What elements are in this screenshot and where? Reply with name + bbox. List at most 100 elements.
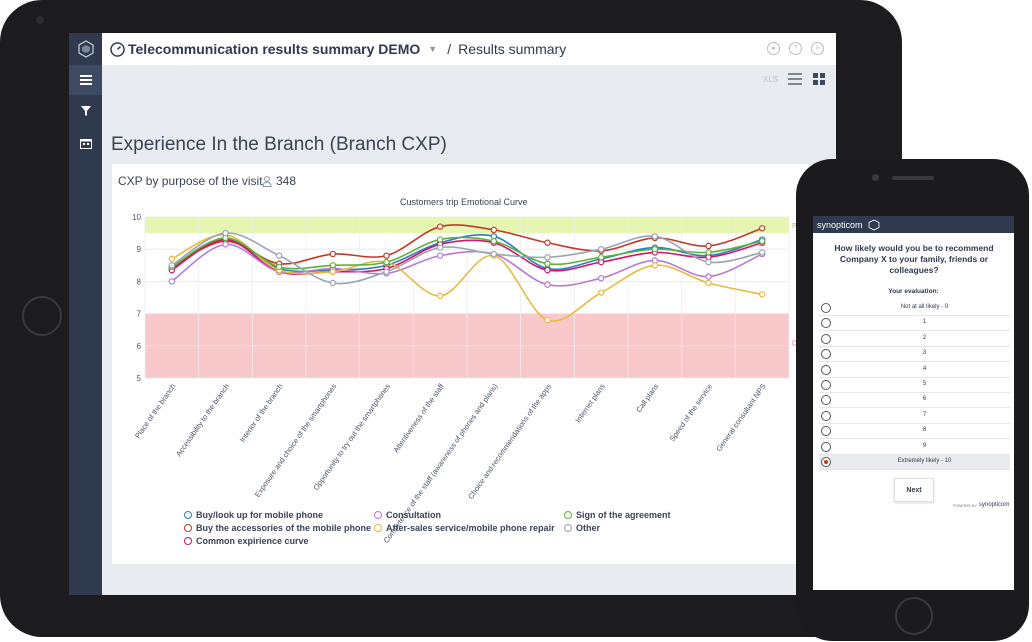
radio-button[interactable] xyxy=(821,333,831,344)
data-point xyxy=(544,316,551,324)
data-point xyxy=(168,255,176,263)
data-point xyxy=(758,249,766,256)
chart-title: Customers trip Emotional Curve xyxy=(400,197,528,207)
data-point xyxy=(168,262,176,269)
legend-label: After-sales service/mobile phone repair xyxy=(386,523,555,533)
data-point xyxy=(597,289,605,296)
rating-option[interactable]: 1 xyxy=(819,316,1010,332)
tablet-home-button[interactable] xyxy=(22,296,62,336)
data-point xyxy=(758,291,766,298)
tablet-screen: Telecommunication results summary DEMO ▼… xyxy=(69,33,836,595)
list-view-icon[interactable] xyxy=(788,73,802,87)
legend-label: Buy the accessories of the mobile phone xyxy=(196,523,372,533)
rating-option-label: Extremely likely - 10 xyxy=(897,458,952,464)
rating-option[interactable]: 5 xyxy=(819,378,1010,393)
respondent-count-value: 348 xyxy=(276,174,297,188)
legend-item[interactable]: After-sales service/mobile phone repair xyxy=(374,523,555,533)
rating-option-label: 2 xyxy=(922,334,927,341)
dashboard-gauge-icon xyxy=(110,42,125,57)
data-point xyxy=(597,274,605,282)
radio-button[interactable] xyxy=(821,318,831,329)
radio-button[interactable] xyxy=(821,349,831,360)
data-point xyxy=(329,279,337,287)
emotional-curve-chart: 1098765PosDaPlace of the branchAccessibi… xyxy=(132,213,804,545)
chevron-down-icon[interactable]: ▼ xyxy=(428,44,438,54)
top-bar-icons: ● ? × xyxy=(767,42,824,55)
legend-marker-icon xyxy=(564,524,572,532)
sidebar xyxy=(69,33,102,595)
data-point xyxy=(705,279,712,287)
close-icon[interactable]: × xyxy=(811,42,824,55)
y-tick-label: 9 xyxy=(137,245,142,254)
data-point xyxy=(705,273,712,280)
legend-item[interactable]: Common expirience curve xyxy=(184,536,309,546)
rating-option[interactable]: 2 xyxy=(819,332,1010,347)
next-button[interactable]: Next xyxy=(894,478,934,502)
data-point xyxy=(490,226,498,234)
xls-export-button[interactable]: XLS xyxy=(763,75,779,84)
data-point xyxy=(544,254,551,261)
rating-option[interactable]: 7 xyxy=(819,409,1010,424)
radio-button[interactable] xyxy=(821,380,831,390)
phone-home-button[interactable] xyxy=(895,597,933,635)
legend-marker-icon xyxy=(184,511,192,519)
data-point xyxy=(168,278,176,285)
data-point xyxy=(275,252,283,259)
legend-marker-icon xyxy=(184,524,192,532)
person-icon xyxy=(262,175,272,187)
survey-header: synopticom xyxy=(813,216,1014,233)
radio-button[interactable] xyxy=(821,364,831,375)
data-point xyxy=(651,262,659,269)
page-title: Experience In the Branch (Branch CXP) xyxy=(111,134,447,155)
view-toolbar: XLS xyxy=(102,65,836,95)
breadcrumb-separator: / xyxy=(447,41,452,57)
legend-item[interactable]: Buy/look up for mobile phone xyxy=(184,510,323,520)
app-logo-icon[interactable] xyxy=(69,33,102,65)
rating-option[interactable]: 6 xyxy=(819,393,1010,409)
rating-option[interactable]: Extremely likely - 10 xyxy=(819,455,1010,470)
legend-item[interactable]: Sign of the agreement xyxy=(564,510,671,520)
data-point xyxy=(758,237,766,245)
menu-icon[interactable] xyxy=(69,65,102,95)
rating-option[interactable]: 8 xyxy=(819,424,1010,440)
rating-option[interactable]: 3 xyxy=(819,347,1010,363)
data-point xyxy=(329,268,337,275)
phone-screen: synopticom How likely would you be to re… xyxy=(813,216,1014,590)
data-point xyxy=(490,250,498,258)
y-tick-label: 10 xyxy=(132,213,141,222)
data-point xyxy=(329,262,337,269)
brand-logo-icon xyxy=(868,219,879,230)
card-title: CXP by purpose of the visit xyxy=(118,174,263,188)
rating-option[interactable]: 9 xyxy=(819,440,1010,455)
data-point xyxy=(436,236,444,243)
legend-label: Other xyxy=(576,523,601,533)
radio-button[interactable] xyxy=(821,395,831,406)
x-tick-label: Internet plans xyxy=(573,382,607,425)
radio-button[interactable] xyxy=(821,410,831,421)
rating-option-label: 6 xyxy=(922,396,927,403)
rating-option[interactable]: Not at all likely - 0 xyxy=(819,301,1010,316)
calendar-icon[interactable] xyxy=(69,128,102,158)
data-point xyxy=(329,250,337,258)
data-point xyxy=(597,245,605,253)
project-title[interactable]: Telecommunication results summary DEMO xyxy=(128,41,421,57)
data-point xyxy=(383,268,390,275)
data-point xyxy=(651,233,659,240)
radio-button[interactable] xyxy=(821,426,831,437)
radio-button[interactable] xyxy=(821,457,831,467)
rating-option-label: Not at all likely - 0 xyxy=(900,304,949,310)
data-point xyxy=(222,229,229,237)
rating-option[interactable]: 4 xyxy=(819,363,1010,378)
user-icon[interactable]: ● xyxy=(767,42,780,55)
legend-marker-icon xyxy=(184,537,192,545)
legend-item[interactable]: Consultation xyxy=(374,510,441,520)
help-icon[interactable]: ? xyxy=(789,42,802,55)
grid-view-icon[interactable] xyxy=(813,73,825,85)
filter-icon[interactable] xyxy=(69,96,102,126)
legend-item[interactable]: Buy the accessories of the mobile phone xyxy=(184,523,371,533)
rating-option-label: 5 xyxy=(922,381,927,387)
radio-button[interactable] xyxy=(821,303,831,313)
legend-item[interactable]: Other xyxy=(564,523,600,533)
radio-button[interactable] xyxy=(821,441,831,452)
legend-label: Buy/look up for mobile phone xyxy=(196,510,323,520)
